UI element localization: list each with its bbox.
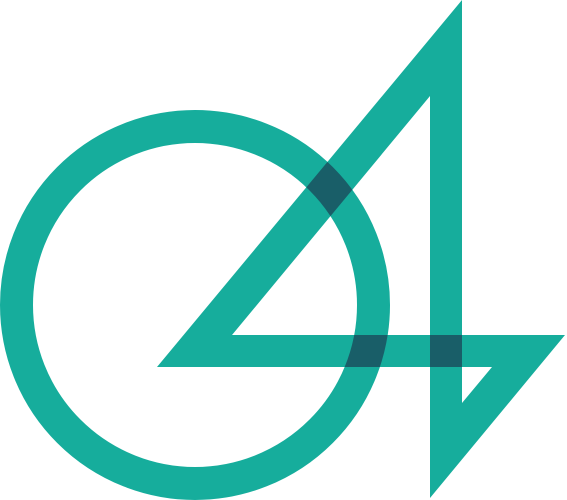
circle-ring xyxy=(0,110,390,500)
overlap-stem-crossbar xyxy=(430,335,462,367)
